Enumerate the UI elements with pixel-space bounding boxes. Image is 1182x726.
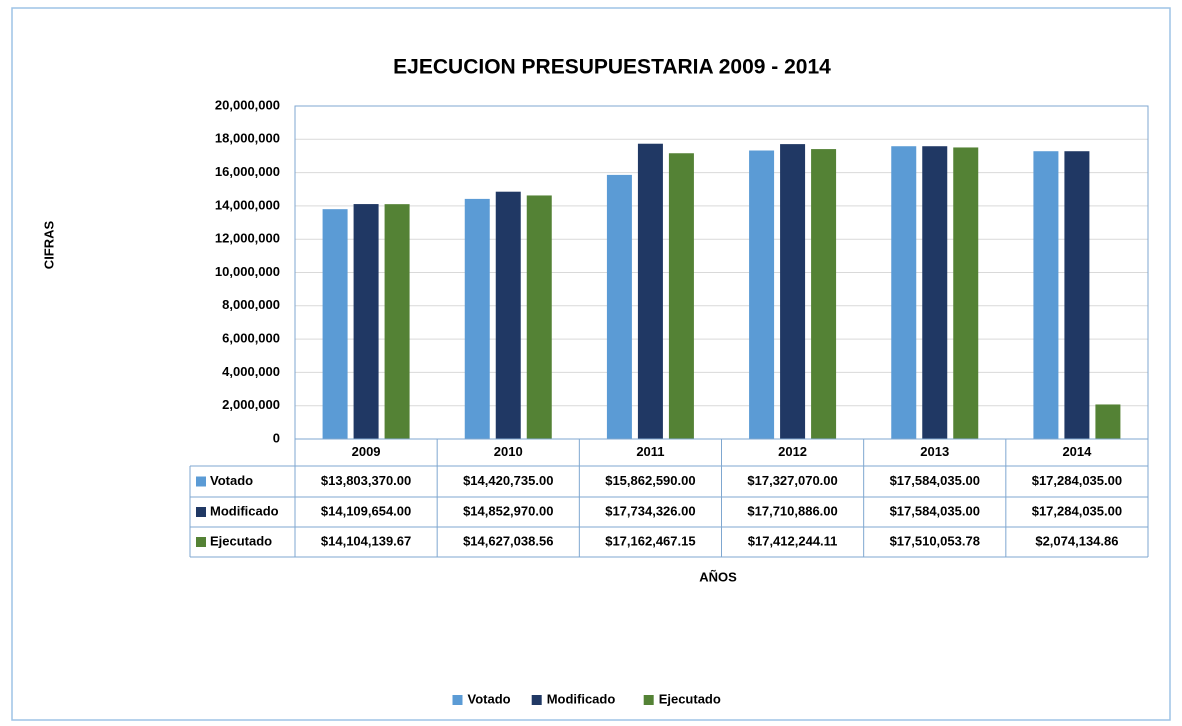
y-tick-label: 18,000,000 <box>215 131 280 146</box>
table-cell: $17,710,886.00 <box>747 503 837 518</box>
table-legend-key <box>196 476 206 487</box>
legend-key <box>531 695 542 705</box>
y-tick-label: 16,000,000 <box>215 164 280 179</box>
bar <box>953 147 979 439</box>
bar <box>1095 404 1121 439</box>
y-tick-label: 4,000,000 <box>222 364 280 379</box>
table-row-label: Ejecutado <box>210 533 272 548</box>
y-tick-label: 20,000,000 <box>215 97 280 112</box>
legend-key <box>643 695 654 705</box>
y-tick-label: 10,000,000 <box>215 264 280 279</box>
x-tick-label: 2013 <box>920 444 949 459</box>
table-cell: $17,510,053.78 <box>890 533 980 548</box>
table-cell: $17,284,035.00 <box>1032 473 1122 488</box>
legend-label: Votado <box>468 691 511 706</box>
y-tick-label: 0 <box>273 430 280 445</box>
bar <box>1064 151 1090 439</box>
bar <box>464 198 490 439</box>
table-cell: $17,327,070.00 <box>747 473 837 488</box>
table-cell: $17,284,035.00 <box>1032 503 1122 518</box>
bar <box>606 174 632 439</box>
bar <box>353 204 379 439</box>
bar <box>922 146 948 439</box>
chart-title: EJECUCION PRESUPUESTARIA 2009 - 2014 <box>393 56 831 79</box>
bar <box>495 191 521 439</box>
table-cell: $14,627,038.56 <box>463 533 553 548</box>
table-legend-key <box>196 537 206 547</box>
bar <box>668 153 694 439</box>
y-tick-label: 12,000,000 <box>215 231 280 246</box>
x-tick-label: 2010 <box>494 444 523 459</box>
table-cell: $14,109,654.00 <box>321 503 411 518</box>
table-cell: $17,584,035.00 <box>890 473 980 488</box>
bar <box>749 150 775 440</box>
bar <box>637 143 663 440</box>
table-cell: $17,412,244.11 <box>748 533 838 548</box>
chart-frame <box>11 7 1171 721</box>
bar <box>780 144 806 439</box>
legend-label: Modificado <box>547 691 616 706</box>
table-cell: $14,852,970.00 <box>463 503 553 518</box>
bar <box>322 209 348 439</box>
legend-label: Ejecutado <box>659 691 721 706</box>
table-cell: $2,074,134.86 <box>1035 533 1118 548</box>
table-row-label: Votado <box>210 473 253 488</box>
bar <box>891 146 917 439</box>
legend-key <box>452 695 463 705</box>
table-cell: $17,734,326.00 <box>605 503 695 518</box>
table-cell: $14,420,735.00 <box>463 473 553 488</box>
bar <box>384 204 410 439</box>
table-cell: $14,104,139.67 <box>321 533 411 548</box>
x-tick-label: 2014 <box>1062 444 1092 459</box>
bar <box>811 149 837 440</box>
bar <box>1033 151 1059 439</box>
table-cell: $13,803,370.00 <box>321 473 411 488</box>
table-legend-key <box>196 507 206 517</box>
y-tick-label: 8,000,000 <box>222 297 280 312</box>
table-cell: $15,862,590.00 <box>605 473 695 488</box>
x-axis-label: AÑOS <box>699 569 737 584</box>
table-row-label: Modificado <box>210 503 279 518</box>
y-tick-label: 14,000,000 <box>215 197 280 212</box>
y-axis-label: CIFRAS <box>41 220 56 269</box>
y-tick-label: 6,000,000 <box>222 331 280 346</box>
table-cell: $17,584,035.00 <box>890 503 980 518</box>
y-tick-label: 2,000,000 <box>222 397 280 412</box>
table-cell: $17,162,467.15 <box>605 533 695 548</box>
x-tick-label: 2011 <box>636 444 664 459</box>
x-tick-label: 2009 <box>352 444 381 459</box>
x-tick-label: 2012 <box>778 444 807 459</box>
bar <box>526 195 552 439</box>
